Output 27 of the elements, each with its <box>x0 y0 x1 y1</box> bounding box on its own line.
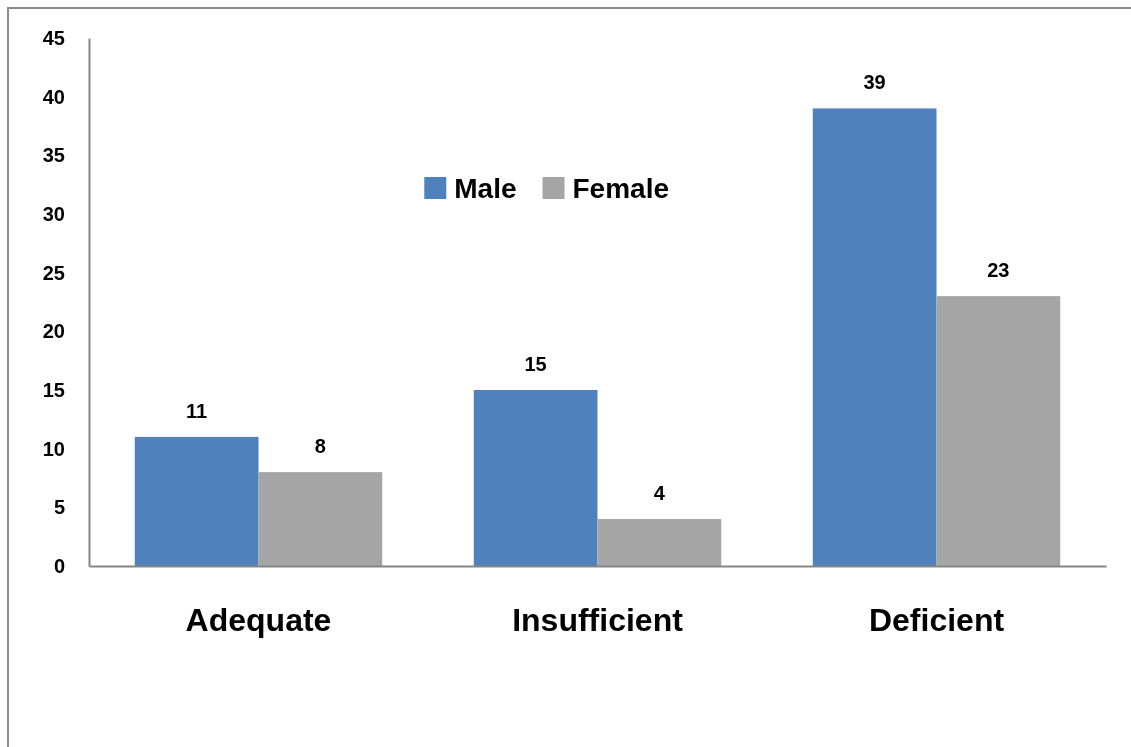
x-tick-label: Adequate <box>185 601 332 638</box>
y-tick-label: 25 <box>42 261 65 284</box>
y-tick-label: 30 <box>42 202 65 225</box>
y-tick-label: 15 <box>42 378 65 401</box>
x-tick-label: Deficient <box>868 601 1005 638</box>
bar <box>134 436 259 566</box>
bar <box>258 472 383 566</box>
data-label: 23 <box>987 259 1010 282</box>
legend-label: Male <box>454 172 517 204</box>
data-label: 8 <box>314 435 326 458</box>
data-label: 4 <box>653 482 666 505</box>
y-tick-label: 35 <box>42 144 65 167</box>
legend-label: Female <box>572 172 670 204</box>
bar <box>473 390 598 566</box>
bar <box>597 519 722 566</box>
y-tick-label: 45 <box>42 26 65 49</box>
bar <box>936 296 1061 566</box>
data-label: 11 <box>186 399 208 422</box>
y-tick-label: 5 <box>53 496 65 519</box>
y-tick-label: 40 <box>42 85 65 108</box>
y-tick-label: 0 <box>53 554 65 577</box>
data-label: 15 <box>524 353 547 375</box>
y-tick-label: 10 <box>42 437 65 460</box>
data-label: 39 <box>863 71 886 94</box>
y-tick-label: 20 <box>42 320 65 343</box>
bar <box>812 108 937 566</box>
x-tick-label: Insufficient <box>512 601 684 638</box>
